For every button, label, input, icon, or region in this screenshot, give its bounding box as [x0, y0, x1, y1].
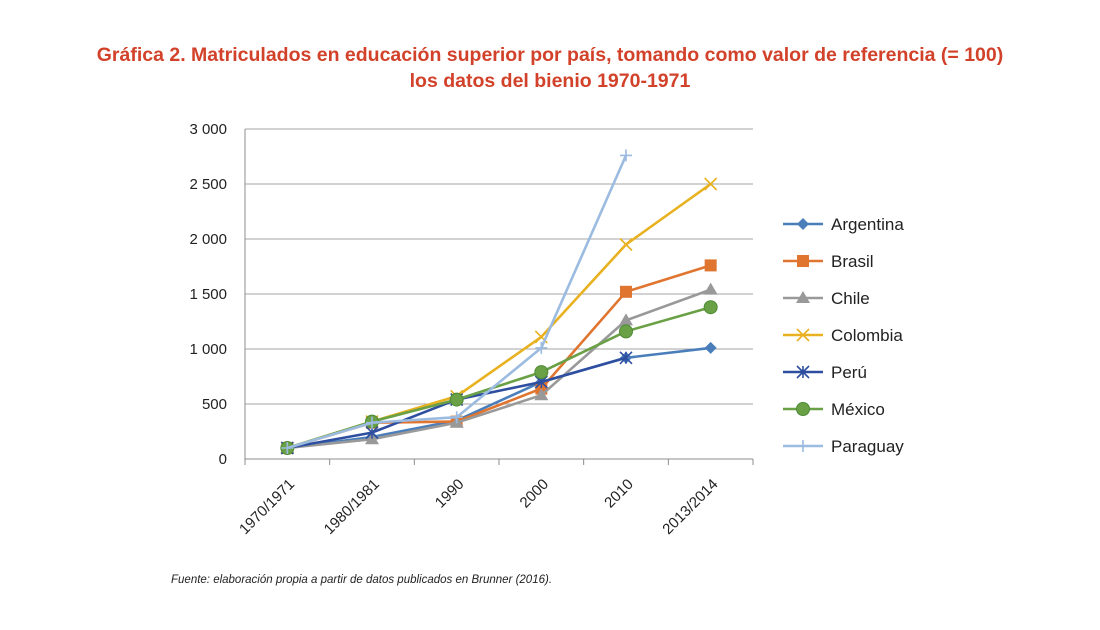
data-point: [797, 255, 809, 267]
legend-item-paraguay: Paraguay: [783, 437, 904, 456]
chart-title: Gráfica 2. Matriculados en educación sup…: [0, 42, 1100, 94]
series-paraguay: [281, 149, 632, 454]
series-line: [287, 346, 711, 450]
data-point: [703, 282, 718, 295]
data-point: [449, 392, 464, 407]
data-point: [620, 285, 632, 298]
y-tick-label: 2 000: [189, 231, 227, 248]
x-tick-label: 2000: [517, 476, 553, 512]
data-point: [534, 365, 549, 380]
chart-title-line-1: Gráfica 2. Matriculados en educación sup…: [96, 44, 1004, 66]
legend-label: México: [831, 400, 885, 419]
legend-label: Argentina: [831, 215, 904, 234]
chart-title-line-2: los datos del bienio 1970-1971: [409, 70, 691, 92]
data-point: [796, 291, 810, 303]
series-line: [287, 288, 712, 450]
y-tick-label: 1 500: [189, 286, 227, 303]
data-point: [534, 388, 549, 401]
legend-item-peru: Perú: [783, 363, 867, 382]
y-tick-label: 0: [219, 451, 227, 468]
data-point: [450, 411, 463, 424]
legend-label: Colombia: [831, 326, 903, 345]
y-tick-label: 2 500: [189, 176, 227, 193]
legend-item-chile: Chile: [783, 289, 870, 308]
series-line: [286, 264, 712, 450]
series-colombia: [280, 177, 718, 455]
legend-item-brasil: Brasil: [783, 252, 874, 271]
legend-item-colombia: Colombia: [783, 326, 903, 345]
data-point: [535, 341, 548, 354]
data-point: [619, 324, 633, 339]
data-point: [619, 313, 633, 326]
x-tick-label: 1980/1981: [321, 476, 383, 538]
x-tick-label: 2010: [601, 476, 637, 512]
legend-item-mexico: México: [783, 400, 885, 419]
data-point: [796, 328, 810, 342]
data-point: [620, 149, 632, 162]
y-tick-label: 1 000: [189, 341, 227, 358]
data-point: [796, 365, 810, 379]
data-point: [704, 177, 718, 191]
data-point: [797, 218, 809, 230]
data-point: [797, 440, 809, 452]
series-brasil: [281, 259, 717, 454]
legend-label: Chile: [831, 289, 870, 308]
legend-label: Perú: [831, 363, 867, 382]
data-point: [796, 402, 810, 416]
data-point: [281, 442, 294, 454]
legend-item-argentina: Argentina: [783, 215, 904, 234]
data-point: [366, 416, 378, 429]
data-point: [619, 351, 633, 365]
legend: Argentina Brasil Chile Colombia Perú México Pa…: [783, 215, 904, 456]
x-tick-label: 1970/1971: [236, 476, 298, 538]
data-point: [704, 259, 717, 272]
legend-label: Brasil: [831, 252, 874, 271]
y-tick-label: 500: [202, 396, 227, 413]
x-tick-label: 1990: [432, 476, 468, 512]
x-tick-label: 2013/2014: [659, 476, 721, 538]
source-footnote: Fuente: elaboración propia a partir de d…: [171, 574, 553, 586]
data-point: [619, 237, 633, 252]
y-tick-label: 3 000: [189, 121, 227, 138]
legend-label: Paraguay: [831, 437, 904, 456]
data-point: [703, 300, 718, 315]
series-line: [286, 305, 712, 450]
data-point: [704, 341, 717, 354]
